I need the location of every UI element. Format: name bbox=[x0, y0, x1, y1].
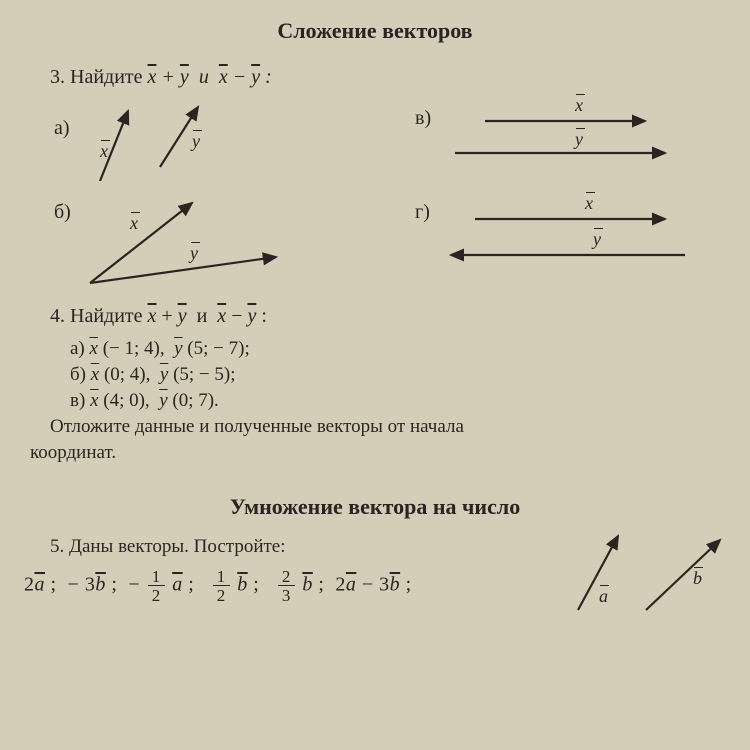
p3-g-y: y bbox=[593, 229, 601, 250]
p3-expr: x + y и x − y : bbox=[148, 66, 272, 88]
p3-v-y: y bbox=[575, 129, 583, 150]
problem-4-heading: 4. Найдите x + y и x − y : bbox=[30, 305, 720, 328]
p3-row1: а) x y в) x y bbox=[30, 99, 720, 189]
p3-a-label: а) bbox=[54, 117, 70, 140]
p4-a: а) x (− 1; 4), y (5; − 7); bbox=[30, 338, 720, 360]
p3-g-diagram bbox=[445, 197, 705, 287]
problem-3-heading: 3. Найдите x + y и x − y : bbox=[30, 66, 720, 89]
p4-expr: x + y и x − y : bbox=[148, 305, 267, 327]
p4-v: в) x (4; 0), y (0; 7). bbox=[30, 390, 720, 412]
heading-2: Умножение вектора на число bbox=[30, 494, 720, 520]
p4-pre: 4. Найдите bbox=[50, 305, 148, 327]
page-title: Сложение векторов bbox=[30, 18, 720, 44]
p5-b-label: b bbox=[693, 568, 702, 589]
p3-b-label: б) bbox=[54, 201, 71, 224]
p3-g-label: г) bbox=[415, 201, 430, 224]
p3-row2: б) x y г) x y bbox=[30, 197, 720, 297]
p5-a-label: a bbox=[599, 586, 608, 607]
p3-v-label: в) bbox=[415, 107, 431, 130]
p4-note2: координат. bbox=[30, 442, 720, 464]
p3-b-x: x bbox=[130, 213, 138, 234]
p3-pre: 3. Найдите bbox=[50, 66, 148, 88]
p3-v-diagram bbox=[445, 99, 685, 179]
p3-a-x: x bbox=[100, 141, 108, 162]
p3-g-x: x bbox=[585, 193, 593, 214]
p5-vectors-diagram bbox=[560, 528, 730, 618]
p4-note1: Отложите данные и полученные векторы от … bbox=[30, 416, 720, 438]
p3-b-y: y bbox=[190, 243, 198, 264]
p3-a-y: y bbox=[192, 131, 200, 152]
p3-v-x: x bbox=[575, 95, 583, 116]
p4-b: б) x (0; 4), y (5; − 5); bbox=[30, 364, 720, 386]
